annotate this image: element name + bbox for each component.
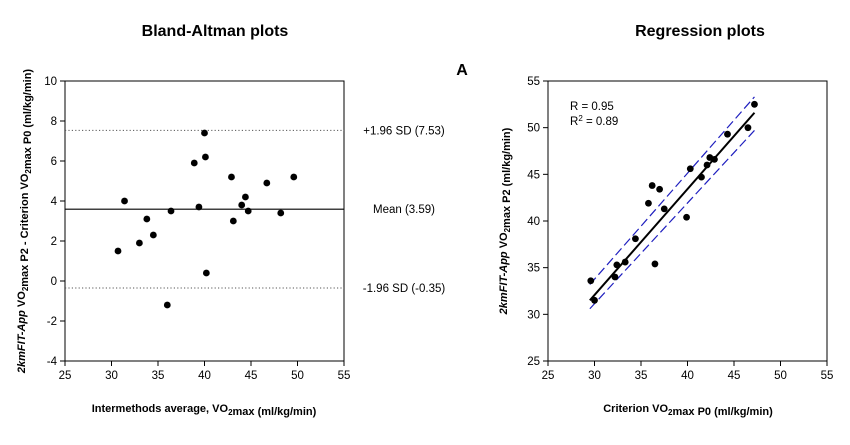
regression-plot: 2kmFIT-App VO2max P2 (ml/kg/min) Criteri… [498,76,833,418]
regression-point [656,185,663,193]
bland-altman-point [163,301,171,309]
regression-y-axis-label: 2kmFIT-App VO2max P2 (ml/kg/min) [498,127,513,315]
bland-altman-point [136,239,143,247]
bland-altman-x-tick-label: 40 [198,370,211,382]
regression-y-tick-label: 35 [527,263,540,275]
bland-altman-y-tick-label: 4 [51,196,58,208]
bland-altman-point [242,193,249,201]
regression-point [751,100,758,108]
bland-altman-x-axis-label: Intermethods average, VO2max (ml/kg/min) [92,403,317,418]
panel-letter: A [456,62,468,79]
regression-x-tick-label: 25 [542,370,555,382]
regression-x-tick-label: 55 [821,370,834,382]
left-panel-heading: Bland-Altman plots [142,23,289,40]
bland-altman-x-tick-label: 30 [105,370,118,382]
bland-altman-point [201,129,208,137]
regression-r-annotation: R = 0.95 [570,101,614,113]
bland-altman-point [228,173,235,181]
bland-altman-x-tick-label: 50 [291,370,304,382]
bland-altman-y-tick-label: 6 [51,156,57,168]
bland-altman-point [229,217,237,225]
regression-point [611,273,619,281]
regression-y-tick-label: 30 [527,309,540,321]
regression-point [632,235,639,243]
bland-altman-plot-frame [64,80,345,362]
right-panel-heading: Regression plots [635,23,765,40]
regression-point [587,277,595,285]
bland-altman-reference-label: +1.96 SD (7.53) [363,125,445,137]
svg-text:2kmFIT-App VO2max P2 (ml/kg/mi: 2kmFIT-App VO2max P2 (ml/kg/min) [498,127,513,315]
regression-point [686,165,694,173]
regression-point [660,205,668,213]
bland-altman-point [114,247,122,255]
regression-fit-line [589,112,756,301]
regression-y-tick-label: 25 [527,356,540,368]
bland-altman-point [167,207,175,215]
bland-altman-point [244,207,252,215]
bland-altman-point [190,159,198,167]
regression-y-tick-label: 40 [527,216,540,228]
regression-point [724,130,731,138]
bland-altman-point [202,269,210,277]
regression-point [698,173,705,181]
regression-point [711,156,718,163]
bland-altman-x-tick-label: 25 [59,370,72,382]
regression-x-tick-label: 50 [774,370,787,382]
regression-y-tick-label: 55 [527,76,540,88]
regression-r2-annotation: R2 = 0.89 [570,114,618,128]
bland-altman-point [290,173,298,181]
regression-point [683,213,690,221]
bland-altman-y-tick-label: 0 [51,276,57,288]
svg-text:2kmFIT-App VO2max P2 - Criteri: 2kmFIT-App VO2max P2 - Criterion VO2max … [16,69,34,375]
bland-altman-point [277,209,285,217]
bland-altman-y-axis-label: 2kmFIT-App VO2max P2 - Criterion VO2max … [16,69,34,375]
bland-altman-point [149,231,157,239]
regression-x-tick-label: 40 [681,370,694,382]
bland-altman-point [195,203,203,211]
bland-altman-y-tick-label: 8 [51,116,57,128]
bland-altman-y-tick-label: 2 [51,236,57,248]
bland-altman-point [143,215,151,223]
regression-point [651,260,659,268]
regression-y-tick-label: 50 [527,123,540,135]
regression-y-tick-label: 45 [527,169,540,181]
bland-altman-x-tick-label: 45 [245,370,258,382]
regression-x-tick-label: 30 [588,370,601,382]
bland-altman-point [238,201,246,209]
regression-point [648,182,656,189]
regression-point [645,199,652,207]
regression-confidence-band-lower [589,130,755,310]
bland-altman-y-tick-label: 10 [44,76,57,88]
regression-point [591,296,598,304]
bland-altman-reference-label: Mean (3.59) [373,204,435,216]
bland-altman-point [202,153,209,161]
bland-altman-x-tick-label: 35 [152,370,165,382]
regression-point [703,161,711,169]
bland-altman-point [121,197,128,205]
bland-altman-y-tick-label: -2 [47,316,57,328]
regression-x-tick-label: 35 [635,370,648,382]
bland-altman-y-tick-label: -4 [47,356,58,368]
bland-altman-point [263,179,271,187]
regression-point [621,258,629,266]
bland-altman-x-tick-label: 55 [338,370,351,382]
bland-altman-reference-label: -1.96 SD (-0.35) [363,283,446,295]
regression-x-tick-label: 45 [728,370,741,382]
regression-point [613,261,621,269]
regression-x-axis-label: Criterion VO2max P0 (ml/kg/min) [603,403,773,418]
regression-confidence-band-upper [589,96,755,285]
regression-point [744,124,752,132]
bland-altman-plot: 2kmFIT-App VO2max P2 - Criterion VO2max … [16,69,445,418]
